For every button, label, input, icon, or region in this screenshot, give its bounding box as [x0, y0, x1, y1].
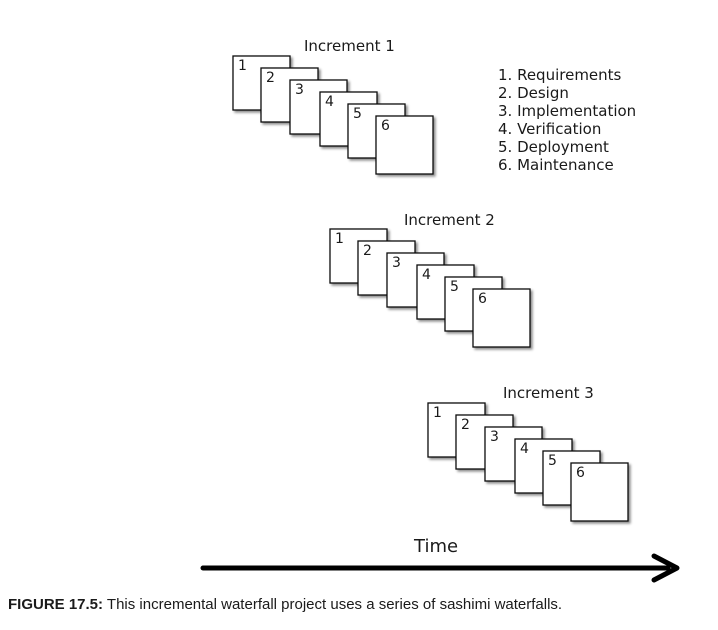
phase-number: 6 [478, 291, 487, 307]
phase-number: 6 [576, 465, 585, 481]
phase-number: 5 [450, 279, 459, 295]
phase-number: 4 [422, 267, 431, 283]
phase-number: 4 [325, 94, 334, 110]
phase-number: 3 [295, 82, 304, 98]
phase-number: 2 [461, 417, 470, 433]
phase-number: 5 [548, 453, 557, 469]
legend-item-requirements: 1. Requirements [498, 66, 622, 84]
legend-item-verification: 4. Verification [498, 120, 601, 138]
phase-number: 2 [363, 243, 372, 259]
phase-number: 2 [266, 70, 275, 86]
caption-text: This incremental waterfall project uses … [103, 596, 563, 613]
figure-number: FIGURE 17.5: [8, 596, 104, 613]
legend-item-implementation: 3. Implementation [498, 102, 636, 120]
legend-item-deployment: 5. Deployment [498, 138, 609, 156]
phase-number: 6 [381, 118, 390, 134]
time-label: Time [413, 536, 458, 557]
increment-2-label: Increment 2 [404, 211, 495, 229]
increment-1-phase-6-box: 6 [375, 115, 434, 175]
phase-number: 1 [335, 231, 344, 247]
increment-2-group: 1 2 3 4 5 6 [329, 228, 531, 348]
increment-1-label: Increment 1 [304, 37, 395, 55]
increment-3-label: Increment 3 [503, 384, 594, 402]
increment-3-group: 1 2 3 4 5 6 [427, 402, 629, 522]
phase-legend: 1. Requirements 2. Design 3. Implementat… [498, 66, 636, 174]
phase-number: 1 [433, 405, 442, 421]
phase-number: 4 [520, 441, 529, 457]
phase-number: 5 [353, 106, 362, 122]
legend-item-design: 2. Design [498, 84, 569, 102]
increment-3-phase-6-box: 6 [570, 462, 629, 522]
phase-number: 3 [490, 429, 499, 445]
legend-item-maintenance: 6. Maintenance [498, 156, 614, 174]
phase-number: 3 [392, 255, 401, 271]
phase-number: 1 [238, 58, 247, 74]
increment-1-group: 1 2 3 4 5 6 [232, 55, 434, 175]
time-arrow [200, 553, 680, 583]
figure-caption: FIGURE 17.5: This incremental waterfall … [8, 596, 708, 613]
increment-2-phase-6-box: 6 [472, 288, 531, 348]
